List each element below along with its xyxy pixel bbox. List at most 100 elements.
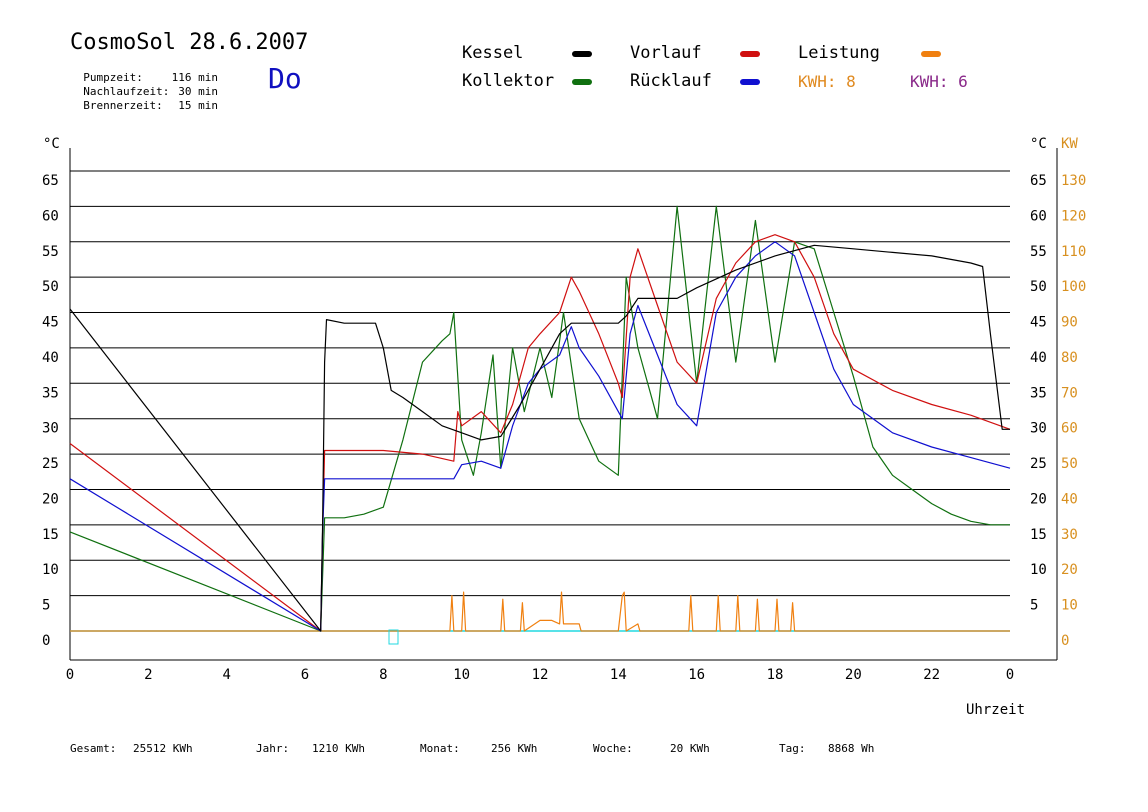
y-tick-kw: 0 xyxy=(1061,633,1069,649)
series-line-kollektor xyxy=(69,205,1010,632)
x-tick: 14 xyxy=(610,667,627,683)
info-label: Brennerzeit: xyxy=(83,99,163,112)
footer-woche-value: 20 KWh xyxy=(670,742,710,755)
y-tick-left: 35 xyxy=(42,385,59,401)
x-tick: 22 xyxy=(923,667,940,683)
legend-kollektor-label: Kollektor xyxy=(462,71,555,91)
footer-gesamt-value: 25512 KWh xyxy=(133,742,193,755)
y-tick-kw: 30 xyxy=(1061,527,1078,543)
x-tick: 6 xyxy=(301,667,309,683)
y-tick-right: 15 xyxy=(1030,527,1047,543)
ticks: 0510152025303540455055606551015202530354… xyxy=(42,173,1086,683)
y-tick-left: 10 xyxy=(42,562,59,578)
y-tick-right: 20 xyxy=(1030,491,1047,507)
info-value: 15 min xyxy=(178,99,218,112)
x-axis-label: Uhrzeit xyxy=(966,702,1025,718)
x-tick: 20 xyxy=(845,667,862,683)
kwh-orange: KWH: 8 xyxy=(798,72,856,91)
legend-vorlauf-swatch xyxy=(740,51,760,57)
y-tick-right: 45 xyxy=(1030,315,1047,331)
y-tick-kw: 20 xyxy=(1061,562,1078,578)
legend-vorlauf-label: Vorlauf xyxy=(630,43,702,63)
y-tick-left: 60 xyxy=(42,208,59,224)
y-tick-kw: 100 xyxy=(1061,279,1086,295)
info-label: Nachlaufzeit: xyxy=(83,85,170,98)
legend-ruecklauf-swatch xyxy=(740,79,760,85)
y-tick-left: 50 xyxy=(42,279,59,295)
info-row-brennerzeit: Brennerzeit: 15 min xyxy=(70,86,218,112)
legend-leistung-swatch xyxy=(921,51,941,57)
y-tick-left: 40 xyxy=(42,350,59,366)
series-line-kessel xyxy=(69,244,1010,632)
x-tick: 4 xyxy=(222,667,230,683)
footer-monat-label: Monat: xyxy=(420,742,460,755)
axes xyxy=(69,148,1058,661)
y-tick-left: 5 xyxy=(42,598,50,614)
y-tick-left: 15 xyxy=(42,527,59,543)
y-tick-left: 20 xyxy=(42,491,59,507)
y-tick-left: 0 xyxy=(42,633,50,649)
y-tick-right: 50 xyxy=(1030,279,1047,295)
series-line-leistung xyxy=(70,591,1010,632)
legend-ruecklauf-label: Rücklauf xyxy=(630,71,712,91)
x-tick: 18 xyxy=(767,667,784,683)
series xyxy=(69,205,1011,632)
info-value: 116 min xyxy=(171,71,218,84)
y-axis-right-unit: °C xyxy=(1030,136,1047,152)
kwh-purple: KWH: 6 xyxy=(910,72,968,91)
y-tick-right: 55 xyxy=(1030,244,1047,260)
y-tick-kw: 40 xyxy=(1061,491,1078,507)
grid xyxy=(70,170,1010,597)
y-tick-right: 30 xyxy=(1030,421,1047,437)
legend-kessel-swatch xyxy=(572,51,592,57)
y-tick-right: 40 xyxy=(1030,350,1047,366)
footer-monat-value: 256 KWh xyxy=(491,742,538,755)
footer-jahr-value: 1210 KWh xyxy=(312,742,365,755)
footer-tag-label: Tag: xyxy=(779,742,806,755)
x-tick: 0 xyxy=(1006,667,1014,683)
y-tick-left: 25 xyxy=(42,456,59,472)
x-tick: 12 xyxy=(532,667,549,683)
legend-leistung-label: Leistung xyxy=(798,43,880,63)
y-tick-right: 65 xyxy=(1030,173,1047,189)
y-tick-left: 65 xyxy=(42,173,59,189)
y-axis-kw-unit: KW xyxy=(1061,136,1078,152)
x-tick: 8 xyxy=(379,667,387,683)
y-tick-kw: 90 xyxy=(1061,315,1078,331)
series-line-ruecklauf xyxy=(69,241,1011,632)
cursor-marker xyxy=(388,629,399,645)
y-tick-kw: 50 xyxy=(1061,456,1078,472)
footer-gesamt-label: Gesamt: xyxy=(70,742,117,755)
y-tick-right: 60 xyxy=(1030,208,1047,224)
info-label: Pumpzeit: xyxy=(83,71,143,84)
info-row-pumpzeit: Pumpzeit: 116 min xyxy=(70,58,218,84)
footer-jahr-label: Jahr: xyxy=(256,742,290,755)
y-tick-kw: 130 xyxy=(1061,173,1086,189)
x-tick: 2 xyxy=(144,667,152,683)
x-tick: 10 xyxy=(453,667,470,683)
y-tick-kw: 80 xyxy=(1061,350,1078,366)
footer-tag-value: 8868 Wh xyxy=(828,742,875,755)
footer-woche-label: Woche: xyxy=(593,742,633,755)
y-tick-right: 10 xyxy=(1030,562,1047,578)
y-tick-left: 55 xyxy=(42,244,59,260)
x-tick: 16 xyxy=(688,667,705,683)
y-axis-left-unit: °C xyxy=(43,136,60,152)
y-tick-kw: 70 xyxy=(1061,385,1078,401)
y-tick-right: 25 xyxy=(1030,456,1047,472)
series-line-vorlauf xyxy=(69,234,1011,632)
y-tick-kw: 60 xyxy=(1061,421,1078,437)
legend-kessel-label: Kessel xyxy=(462,43,524,63)
y-tick-right: 35 xyxy=(1030,385,1047,401)
y-tick-left: 30 xyxy=(42,421,59,437)
info-value: 30 min xyxy=(178,85,218,98)
x-tick: 0 xyxy=(66,667,74,683)
info-row-nachlaufzeit: Nachlaufzeit: 30 min xyxy=(70,72,218,98)
y-tick-left: 45 xyxy=(42,315,59,331)
weekday-label: Do xyxy=(268,62,302,95)
legend-kollektor-swatch xyxy=(572,79,592,85)
chart-title: CosmoSol 28.6.2007 xyxy=(70,30,309,55)
y-tick-right: 5 xyxy=(1030,598,1038,614)
y-tick-kw: 10 xyxy=(1061,598,1078,614)
